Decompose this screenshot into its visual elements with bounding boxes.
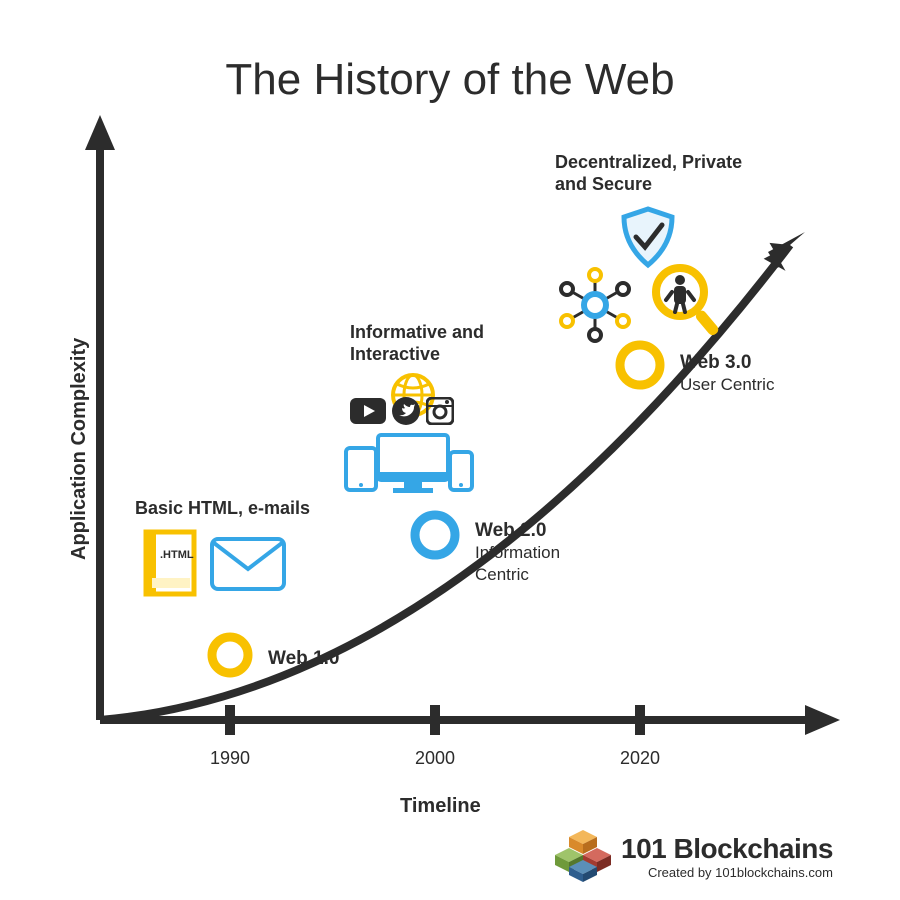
label-web2: Web 2.0 InformationCentric <box>475 520 560 586</box>
instagram-icon <box>426 397 454 425</box>
y-axis-label: Application Complexity <box>68 338 91 560</box>
label-web2-main: Web 2.0 <box>475 520 546 541</box>
logo-subtitle: Created by 101blockchains.com <box>621 865 833 880</box>
x-axis-arrowhead <box>805 705 840 735</box>
svg-text:.HTML: .HTML <box>160 549 194 561</box>
label-web1-main: Web 1.0 <box>268 648 339 669</box>
label-web3-sub: User Centric <box>680 375 774 394</box>
point-web2 <box>415 515 455 555</box>
label-web3-main: Web 3.0 <box>680 352 751 373</box>
shield-icon <box>618 205 678 270</box>
tick-2000 <box>430 705 440 735</box>
network-icon <box>555 265 635 345</box>
tick-label-2020: 2020 <box>620 748 660 769</box>
logo-cubes-icon <box>555 830 611 882</box>
label-web2-sub: InformationCentric <box>475 543 560 584</box>
point-web1 <box>212 637 248 673</box>
twitter-icon <box>392 397 420 425</box>
desc-web2: Informative andInteractive <box>350 322 484 365</box>
logo-title: 101 Blockchains <box>621 833 833 865</box>
youtube-icon <box>350 398 386 424</box>
desc-web3: Decentralized, Privateand Secure <box>555 152 742 195</box>
tick-label-1990: 1990 <box>210 748 250 769</box>
desc-web1: Basic HTML, e-mails <box>135 498 310 519</box>
tick-label-2000: 2000 <box>415 748 455 769</box>
label-web1: Web 1.0 <box>268 648 339 670</box>
x-axis-label: Timeline <box>400 795 481 818</box>
magnifier-person-icon <box>650 262 720 342</box>
logo-text: 101 Blockchains Created by 101blockchain… <box>621 833 833 880</box>
devices-icon <box>338 430 478 500</box>
html-file-icon: .HTML <box>140 528 200 600</box>
infographic-canvas: The History of the Web Application Compl… <box>0 0 900 900</box>
envelope-icon <box>208 535 288 593</box>
tick-1990 <box>225 705 235 735</box>
label-web3: Web 3.0 User Centric <box>680 352 774 396</box>
tick-2020 <box>635 705 645 735</box>
point-web3 <box>620 345 660 385</box>
y-axis-arrowhead <box>85 115 115 150</box>
brand-logo: 101 Blockchains Created by 101blockchain… <box>555 830 833 882</box>
